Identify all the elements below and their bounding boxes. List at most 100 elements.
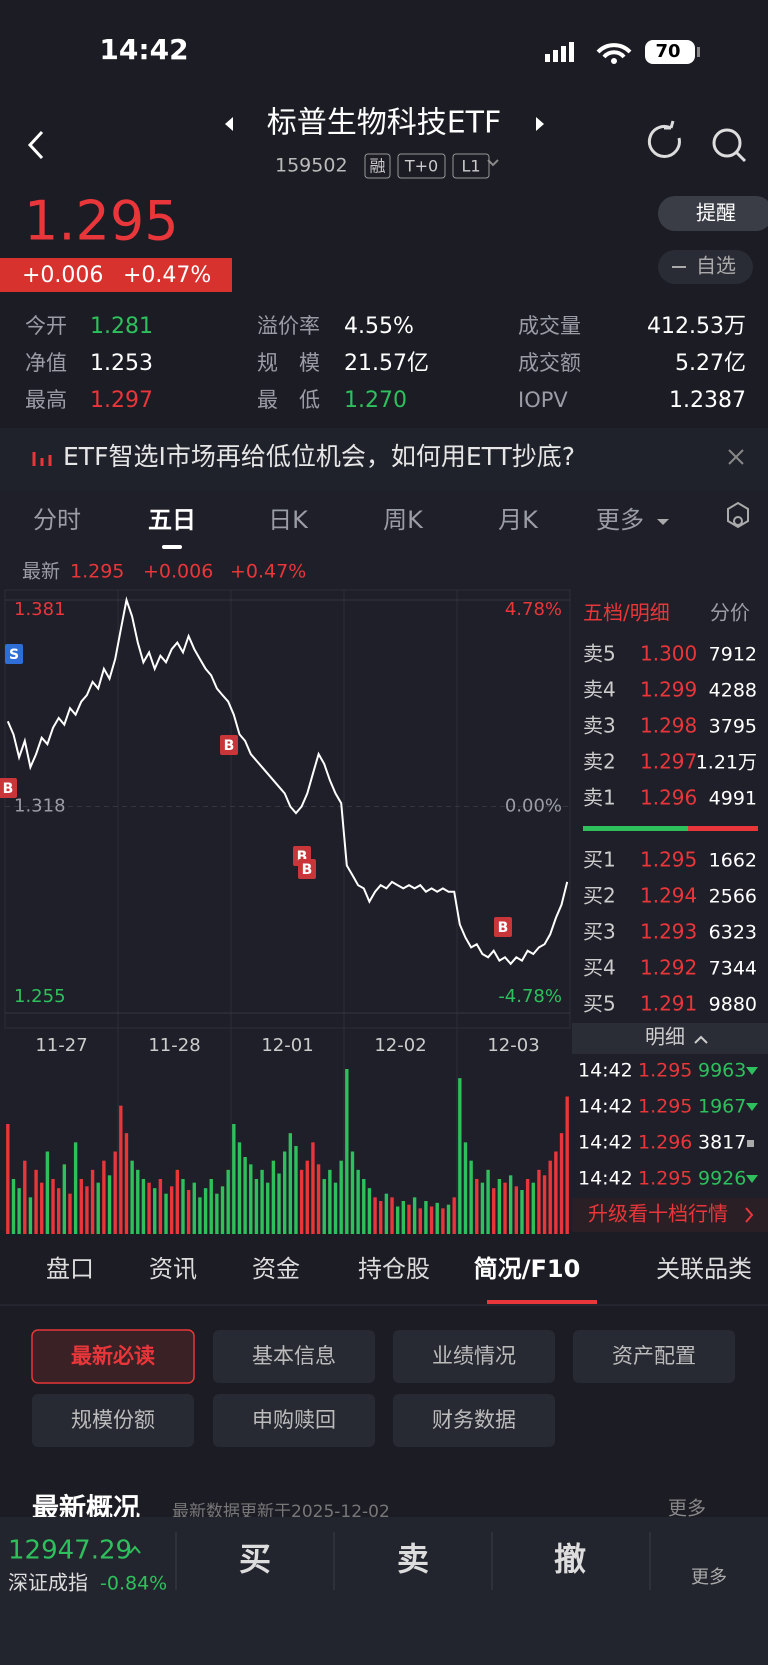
stat-label: 净值 bbox=[25, 351, 67, 375]
latest-price: 1.295 bbox=[70, 561, 124, 583]
f10-button-label[interactable]: 资产配置 bbox=[612, 1344, 696, 1368]
trade-time: 14:42 bbox=[578, 1168, 633, 1190]
f10-button-label[interactable]: 业绩情况 bbox=[432, 1344, 516, 1368]
section-tab[interactable]: 资讯 bbox=[149, 1255, 197, 1283]
volume-bar bbox=[249, 1164, 253, 1234]
bottom-bar bbox=[0, 1517, 768, 1665]
trade-marker bbox=[0, 778, 17, 798]
trade-button[interactable]: 买 bbox=[239, 1540, 271, 1578]
stat-value: 1.2387 bbox=[669, 388, 746, 413]
volume-bar bbox=[175, 1169, 180, 1234]
volume-bar bbox=[277, 1173, 281, 1234]
volume-bar bbox=[28, 1197, 33, 1234]
banner-icon bbox=[32, 452, 52, 466]
stat-value: 412.53万 bbox=[647, 314, 746, 339]
book-label: 卖4 bbox=[583, 678, 616, 702]
volume-bar bbox=[412, 1197, 417, 1234]
f10-button[interactable] bbox=[393, 1394, 555, 1447]
chart-tab[interactable]: 周K bbox=[383, 506, 424, 534]
trade-volume: 3817 bbox=[698, 1132, 746, 1154]
volume-bar bbox=[56, 1188, 61, 1234]
chart-tab[interactable]: 分时 bbox=[33, 506, 81, 534]
remind-label[interactable]: 提醒 bbox=[696, 201, 736, 225]
section-tab[interactable]: 关联品类 bbox=[656, 1255, 752, 1283]
volume-bar bbox=[424, 1201, 428, 1234]
banner-close[interactable] bbox=[728, 449, 744, 465]
volume-bar bbox=[379, 1201, 383, 1234]
y-tick-label: 1.381 bbox=[14, 599, 66, 620]
detail-label[interactable]: 明细 bbox=[645, 1025, 685, 1049]
settings-button[interactable] bbox=[727, 501, 749, 529]
tag: T+0 bbox=[404, 157, 438, 176]
volume-bar bbox=[282, 1151, 287, 1234]
stat-label: 最高 bbox=[25, 388, 67, 412]
book-volume: 6323 bbox=[709, 922, 757, 944]
overview-more[interactable]: 更多 bbox=[668, 1498, 706, 1520]
f10-button[interactable] bbox=[31, 1329, 195, 1384]
expand-icon[interactable] bbox=[487, 159, 499, 167]
book-price: 1.297 bbox=[640, 750, 697, 774]
chart-tab[interactable]: 月K bbox=[498, 506, 539, 534]
remind-button[interactable] bbox=[658, 196, 768, 231]
battery-tip bbox=[697, 47, 700, 57]
tag-box bbox=[364, 153, 391, 179]
book-price: 1.293 bbox=[640, 920, 697, 944]
section-tab[interactable]: 资金 bbox=[252, 1255, 300, 1283]
stat-value: 1.281 bbox=[90, 314, 153, 339]
volume-bar bbox=[215, 1193, 219, 1234]
volume-bar bbox=[192, 1182, 196, 1234]
volume-bar bbox=[565, 1096, 569, 1234]
search-button[interactable] bbox=[712, 128, 742, 158]
volume-bar bbox=[418, 1208, 422, 1234]
trade-marker-label: B bbox=[224, 738, 235, 754]
volume-bar bbox=[452, 1197, 456, 1234]
volume-bar bbox=[11, 1179, 16, 1234]
f10-button-label[interactable]: 申购赎回 bbox=[252, 1408, 336, 1432]
trade-button[interactable]: 撤 bbox=[554, 1540, 586, 1578]
refresh-button[interactable] bbox=[647, 120, 681, 158]
f10-button[interactable] bbox=[573, 1330, 735, 1383]
f10-button[interactable] bbox=[32, 1394, 194, 1447]
chart-tab[interactable]: 日K bbox=[268, 506, 309, 534]
f10-button-label[interactable]: 最新必读 bbox=[71, 1344, 155, 1368]
volume-bar bbox=[34, 1169, 38, 1234]
f10-button[interactable] bbox=[393, 1330, 555, 1383]
f10-button[interactable] bbox=[213, 1394, 375, 1447]
volume-bar bbox=[266, 1182, 270, 1234]
book-tab[interactable]: 五档/明细 bbox=[583, 601, 670, 625]
volume-bar bbox=[68, 1193, 72, 1234]
volume-bar bbox=[90, 1169, 95, 1234]
volume-bar bbox=[226, 1169, 230, 1234]
watchlist-button[interactable] bbox=[658, 250, 753, 284]
section-tab[interactable]: 盘口 bbox=[46, 1255, 94, 1283]
back-button[interactable] bbox=[27, 130, 44, 160]
active-tab-indicator bbox=[162, 545, 182, 549]
more-button[interactable]: 更多 bbox=[691, 1567, 727, 1588]
section-tab[interactable]: 持仓股 bbox=[358, 1255, 430, 1283]
volume-bar bbox=[339, 1160, 343, 1234]
prev-arrow[interactable] bbox=[225, 117, 233, 131]
chart-tab[interactable]: 更多 bbox=[596, 506, 644, 534]
change-box bbox=[0, 258, 232, 292]
next-arrow[interactable] bbox=[536, 117, 544, 131]
book-volume: 4991 bbox=[709, 788, 757, 810]
f10-button-label[interactable]: 规模份额 bbox=[71, 1408, 155, 1432]
trade-time: 14:42 bbox=[578, 1096, 633, 1118]
book-label: 卖5 bbox=[583, 642, 616, 666]
section-tab[interactable]: 简况/F10 bbox=[474, 1255, 581, 1283]
trade-button[interactable]: 卖 bbox=[397, 1540, 429, 1578]
book-tab[interactable]: 分价 bbox=[710, 601, 750, 625]
chart-tab[interactable]: 五日 bbox=[148, 506, 196, 534]
banner-text[interactable]: ETF智选I市场再给低位机会，如何用ETT抄底? bbox=[63, 442, 575, 471]
wifi-icon bbox=[596, 43, 632, 59]
f10-button-label[interactable]: 基本信息 bbox=[252, 1344, 336, 1368]
upgrade-link[interactable]: 升级看十档行情 bbox=[588, 1202, 728, 1226]
index-caret bbox=[129, 1545, 141, 1554]
x-tick-label: 11-28 bbox=[148, 1035, 200, 1056]
trade-marker-label: B bbox=[297, 849, 308, 865]
f10-button-label[interactable]: 财务数据 bbox=[432, 1408, 516, 1432]
volume-bar bbox=[169, 1186, 174, 1234]
volume-bar bbox=[407, 1204, 411, 1234]
watchlist-label[interactable]: 自选 bbox=[696, 254, 736, 278]
f10-button[interactable] bbox=[213, 1330, 375, 1383]
